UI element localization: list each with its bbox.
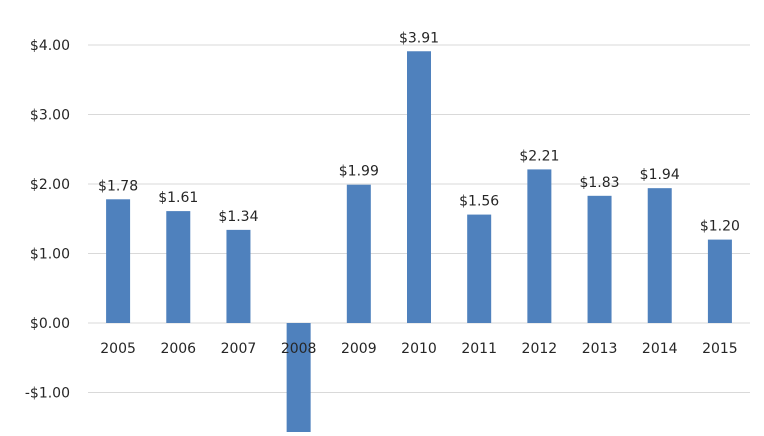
data-label: $1.83 [579,175,619,191]
bars [106,51,732,432]
x-tick-label: 2010 [401,341,437,357]
bar-2009 [346,184,371,323]
x-tick-label: 2012 [522,341,558,357]
x-tick-label: 2015 [702,341,738,357]
bar-2007 [226,229,251,323]
data-label: $1.94 [640,167,680,183]
data-label: $1.78 [98,178,138,194]
bar-2005 [106,199,131,323]
x-tick-label: 2008 [281,341,317,357]
y-tick-label: $4.00 [30,38,70,54]
y-axis-tick-labels: -$1.00 $0.00 $1.00 $2.00 $3.00 $4.00 [25,38,70,402]
x-tick-label: 2006 [160,341,196,357]
bar-2012 [527,169,552,323]
x-tick-label: 2013 [582,341,618,357]
data-label: $1.99 [339,164,379,180]
y-tick-label: $3.00 [30,108,70,124]
bar-2014 [647,188,672,323]
x-axis-tick-labels: 2005 2006 2007 2008 2009 2010 2011 2012 2013 2014… [100,341,737,357]
x-tick-label: 2009 [341,341,377,357]
y-tick-label: $2.00 [30,177,70,193]
x-tick-label: 2011 [461,341,497,357]
data-labels: $1.78 $1.61 $1.34 $1.99 $3.91 $1.56 $2.21 $1.83… [98,30,740,234]
x-tick-label: 2007 [221,341,257,357]
data-label: $2.21 [519,148,559,164]
bar-2006 [166,211,191,323]
data-label: $3.91 [399,30,439,46]
y-tick-label: $0.00 [30,316,70,332]
bar-2011 [467,214,492,323]
y-tick-label: $1.00 [30,247,70,263]
bar-2015 [707,239,732,323]
data-label: $1.20 [700,219,740,235]
data-label: $1.56 [459,194,499,210]
bar-2010 [407,51,431,323]
bar-2013 [587,195,612,323]
y-tick-label: -$1.00 [25,386,70,402]
data-label: $1.61 [158,190,198,206]
x-tick-label: 2014 [642,341,678,357]
bar-2008 [286,323,311,432]
data-label: $1.34 [218,209,258,225]
x-tick-label: 2005 [100,341,136,357]
